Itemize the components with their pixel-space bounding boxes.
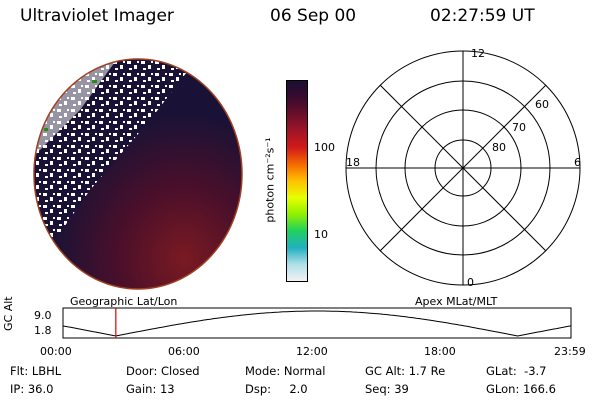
polar-label-6: 6 — [574, 156, 581, 169]
polar-label-12: 12 — [471, 47, 485, 60]
colorbar-tick-10: 10 — [314, 228, 328, 241]
x-tick-1800: 18:00 — [424, 345, 456, 358]
polar-label-18: 18 — [346, 156, 360, 169]
gain-value: 13 — [159, 382, 175, 396]
mode-value: Normal — [283, 364, 326, 378]
glat-value: -3.7 — [524, 364, 547, 378]
info-dsp: Dsp: 2.0 — [245, 382, 308, 396]
altitude-curve — [62, 310, 572, 337]
apex-caption: Apex MLat/MLT — [415, 295, 498, 308]
x-tick-1200: 12:00 — [296, 345, 328, 358]
y-tick-1-8: 1.8 — [34, 324, 52, 337]
glon-value: 166.6 — [522, 382, 556, 396]
info-ip: IP: 36.0 — [10, 382, 54, 396]
polar-dial — [345, 50, 581, 286]
y-tick-9: 9.0 — [34, 309, 52, 322]
info-mode: Mode: Normal — [245, 364, 326, 378]
latitude-label-80: 80 — [492, 141, 506, 154]
dsp-value: 2.0 — [289, 382, 308, 396]
x-tick-0000: 00:00 — [40, 345, 72, 358]
colorbar-tick-100: 100 — [314, 141, 335, 154]
info-gain: Gain: 13 — [126, 382, 175, 396]
info-gc-alt: GC Alt: 1.7 Re — [365, 364, 446, 378]
info-filter: Flt: LBHL — [10, 364, 62, 378]
geographic-caption: Geographic Lat/Lon — [70, 295, 178, 308]
date-label: 06 Sep 00 — [270, 6, 357, 26]
x-tick-0600: 06:00 — [168, 345, 200, 358]
filter-value: LBHL — [31, 364, 62, 378]
info-glon: GLon: 166.6 — [486, 382, 556, 396]
colorbar — [286, 80, 308, 282]
door-value: Closed — [160, 364, 200, 378]
latitude-label-60: 60 — [535, 98, 549, 111]
latitude-label-70: 70 — [512, 121, 526, 134]
polar-label-0: 0 — [467, 276, 474, 289]
time-label: 02:27:59 UT — [430, 6, 535, 26]
info-door: Door: Closed — [126, 364, 200, 378]
info-glat: GLat: -3.7 — [486, 364, 547, 378]
ip-value: 36.0 — [27, 382, 54, 396]
x-tick-2359: 23:59 — [554, 345, 586, 358]
instrument-title: Ultraviolet Imager — [20, 6, 174, 26]
gc-alt-value: 1.7 Re — [408, 364, 446, 378]
info-seq: Seq: 39 — [365, 382, 409, 396]
seq-value: 39 — [394, 382, 409, 396]
timeline-axis-title: GC Alt — [2, 296, 15, 331]
